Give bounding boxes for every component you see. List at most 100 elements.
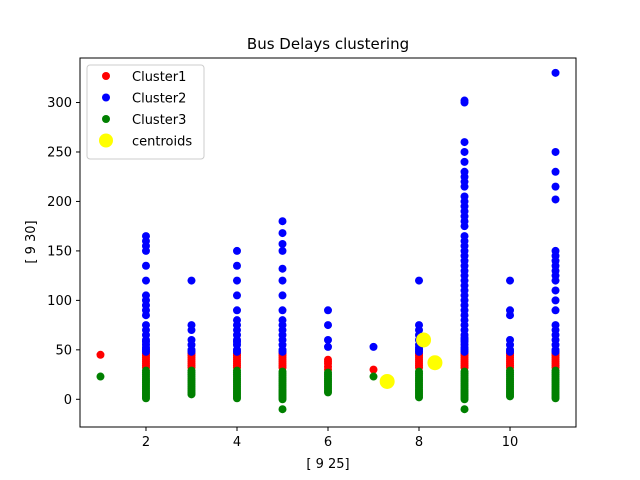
chart-title: Bus Delays clustering [247, 35, 409, 53]
point-cluster2-49 [278, 306, 287, 315]
point-cluster2-8 [141, 321, 150, 330]
point-cluster2-35 [232, 316, 241, 325]
point-cluster3-71 [369, 372, 378, 381]
y-tick-label-100: 100 [47, 294, 72, 309]
x-tick-label-8: 8 [415, 435, 423, 450]
plot-area [96, 68, 560, 414]
point-cluster2-37 [232, 291, 241, 300]
legend: Cluster1 Cluster2 Cluster3 centroids [86, 64, 205, 160]
point-cluster1-0 [96, 350, 105, 359]
point-centroids-2 [427, 355, 443, 371]
legend-label-centroids: centroids [132, 135, 192, 150]
x-tick-label-2: 2 [142, 435, 150, 450]
x-tick-label-10: 10 [502, 435, 519, 450]
point-cluster2-141 [551, 167, 560, 176]
point-cluster2-139 [551, 195, 560, 204]
series-cluster2 [141, 68, 560, 356]
point-cluster2-25 [187, 321, 196, 330]
point-cluster2-59 [324, 321, 332, 330]
point-cluster2-142 [551, 147, 560, 156]
series-cluster3 [96, 366, 560, 414]
point-cluster2-40 [232, 246, 241, 255]
point-cluster3-43 [232, 366, 241, 375]
point-cluster3-85 [415, 367, 424, 376]
point-cluster2-55 [278, 229, 287, 238]
legend-box [86, 64, 205, 160]
point-cluster2-61 [369, 342, 378, 351]
point-cluster3-15 [141, 366, 150, 375]
point-cluster2-50 [278, 291, 287, 300]
point-cluster3-130 [551, 366, 560, 375]
point-centroids-1 [416, 332, 432, 348]
point-cluster3-59 [278, 367, 287, 376]
point-cluster2-138 [551, 246, 560, 255]
point-cluster2-56 [278, 217, 287, 226]
point-cluster3-101 [460, 367, 469, 376]
legend-marker-cluster3 [102, 115, 110, 123]
point-cluster2-143 [551, 68, 560, 77]
point-cluster2-38 [232, 276, 241, 285]
point-cluster2-118 [506, 335, 515, 344]
point-cluster3-115 [506, 366, 515, 375]
point-cluster2-70 [415, 276, 424, 285]
point-cluster3-44 [278, 405, 287, 414]
point-cluster2-121 [506, 276, 515, 285]
legend-label-cluster3: Cluster3 [132, 113, 186, 128]
point-cluster2-60 [324, 306, 332, 315]
point-cluster2-112 [460, 138, 469, 147]
point-cluster3-86 [460, 405, 469, 414]
point-cluster2-129 [551, 306, 560, 315]
legend-marker-cluster2 [102, 93, 110, 102]
y-axis-label: [ 9 30] [24, 220, 39, 263]
point-cluster2-110 [460, 157, 469, 166]
x-axis-label: [ 9 25] [306, 457, 349, 472]
point-cluster2-131 [551, 286, 560, 295]
point-cluster2-36 [232, 306, 241, 315]
point-cluster3-70 [324, 368, 332, 377]
y-tick-label-50: 50 [55, 343, 72, 358]
y-tick-label-150: 150 [47, 244, 72, 259]
point-cluster2-26 [187, 276, 196, 285]
point-cluster2-52 [278, 264, 287, 273]
point-cluster2-140 [551, 182, 560, 191]
point-cluster2-69 [415, 321, 424, 330]
point-cluster2-130 [551, 296, 560, 305]
point-cluster2-54 [278, 239, 287, 248]
x-axis: 2 4 6 8 10 [142, 427, 518, 450]
y-tick-label-300: 300 [47, 96, 72, 111]
point-cluster2-109 [460, 167, 469, 176]
point-cluster3-28 [187, 366, 196, 375]
point-cluster2-111 [460, 147, 469, 156]
point-cluster2-15 [141, 261, 150, 270]
point-cluster2-53 [278, 246, 287, 255]
y-axis: 0 50 100 150 200 250 300 [47, 96, 80, 408]
point-cluster2-14 [141, 276, 150, 285]
x-tick-label-4: 4 [233, 435, 241, 450]
point-cluster1-38 [369, 365, 378, 374]
point-cluster1-37 [324, 355, 332, 364]
point-cluster2-19 [141, 232, 150, 241]
legend-marker-cluster1 [102, 72, 110, 80]
point-cluster2-57 [324, 342, 332, 351]
legend-label-cluster1: Cluster1 [132, 70, 186, 85]
point-cluster2-48 [278, 316, 287, 325]
point-cluster2-23 [187, 335, 196, 344]
x-tick-label-6: 6 [324, 435, 332, 450]
point-cluster2-58 [324, 335, 332, 344]
point-cluster2-98 [460, 232, 469, 241]
point-centroids-0 [379, 373, 395, 389]
y-tick-label-250: 250 [47, 145, 72, 160]
legend-label-cluster2: Cluster2 [132, 92, 186, 107]
y-tick-label-200: 200 [47, 195, 72, 210]
point-cluster3-0 [96, 372, 105, 381]
point-cluster2-128 [551, 321, 560, 330]
point-cluster2-114 [460, 96, 469, 105]
point-cluster2-120 [506, 306, 515, 315]
point-cluster2-39 [232, 261, 241, 270]
y-tick-label-0: 0 [64, 393, 72, 408]
series-centroids [379, 332, 443, 389]
point-cluster2-51 [278, 276, 287, 285]
point-cluster2-105 [460, 192, 469, 201]
point-cluster2-13 [141, 291, 150, 300]
